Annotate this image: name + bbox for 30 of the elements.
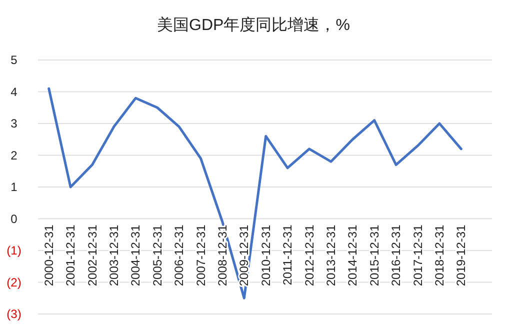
x-tick-label: 2015-12-31 <box>367 224 382 286</box>
x-tick-label: 2016-12-31 <box>389 224 404 286</box>
y-tick-label: (2) <box>6 275 22 290</box>
x-tick-label: 2004-12-31 <box>128 224 143 286</box>
x-tick-label: 2001-12-31 <box>64 224 78 286</box>
y-tick-label: 3 <box>10 116 18 130</box>
x-tick-label: 2011-12-31 <box>280 224 295 286</box>
x-tick-label: 2017-12-31 <box>410 224 425 286</box>
x-tick-label: 2007-12-31 <box>194 224 208 286</box>
x-tick-label: 2018-12-31 <box>432 224 446 286</box>
y-tick-label: 0 <box>10 212 18 226</box>
x-tick-label: 2014-12-31 <box>346 224 360 286</box>
y-tick-label: 1 <box>10 180 18 194</box>
y-tick-label: 2 <box>10 148 18 162</box>
x-tick-label: 2010-12-31 <box>258 224 273 286</box>
y-tick-label: 5 <box>10 53 18 67</box>
x-tick-label: 2019-12-31 <box>454 224 468 286</box>
x-tick-label: 2005-12-31 <box>150 224 164 286</box>
y-tick-label: 4 <box>10 84 18 99</box>
y-tick-label: (3) <box>6 307 22 321</box>
x-tick-label: 2012-12-31 <box>302 224 316 286</box>
x-tick-label: 2000-12-31 <box>42 224 56 286</box>
x-tick-label: 2002-12-31 <box>85 224 100 286</box>
x-tick-label: 2006-12-31 <box>172 224 186 286</box>
x-tick-label: 2003-12-31 <box>106 224 121 286</box>
x-tick-label: 2009-12-31 <box>237 224 252 286</box>
y-tick-label: (1) <box>6 244 22 258</box>
x-tick-label: 2013-12-31 <box>324 224 338 286</box>
chart-title: 美国GDP年度同比增速，% <box>157 16 350 34</box>
x-tick-label: 2008-12-31 <box>215 224 230 286</box>
